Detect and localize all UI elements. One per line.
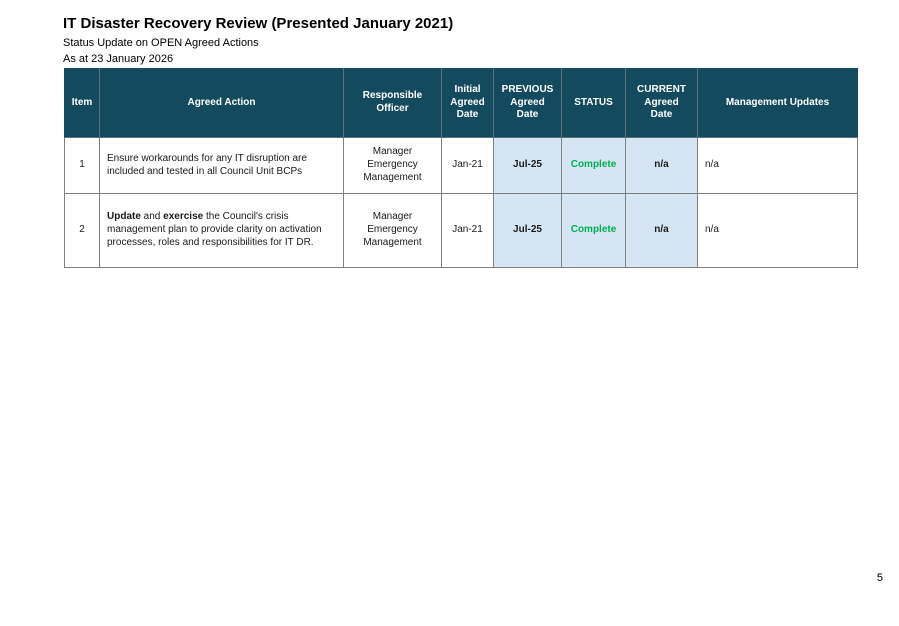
cell-previous-agreed-date: Jul-25: [493, 193, 562, 268]
column-header-status: STATUS: [561, 68, 626, 138]
cell-current-agreed-date: n/a: [625, 137, 698, 194]
table-row: 1 Ensure workarounds for any IT disrupti…: [64, 137, 858, 194]
table-header-row: Item Agreed Action Responsible Officer I…: [64, 68, 858, 138]
subtitle-status-update: Status Update on OPEN Agreed Actions: [63, 36, 259, 49]
cell-status: Complete: [561, 193, 626, 268]
column-header-initial-agreed-date: Initial Agreed Date: [441, 68, 494, 138]
agreed-actions-table: Item Agreed Action Responsible Officer I…: [64, 68, 858, 268]
cell-item-number: 1: [64, 137, 100, 194]
cell-management-updates: n/a: [697, 193, 858, 268]
cell-agreed-action: Ensure workarounds for any IT disruption…: [99, 137, 344, 194]
cell-initial-agreed-date: Jan-21: [441, 137, 494, 194]
cell-initial-agreed-date: Jan-21: [441, 193, 494, 268]
document-header: IT Disaster Recovery Review (Presented J…: [63, 14, 843, 67]
cell-item-number: 2: [64, 193, 100, 268]
cell-status: Complete: [561, 137, 626, 194]
cell-current-agreed-date: n/a: [625, 193, 698, 268]
page-number: 5: [876, 572, 883, 584]
cell-responsible-officer: Manager Emergency Management: [343, 193, 442, 268]
column-header-item: Item: [64, 68, 100, 138]
cell-responsible-officer: Manager Emergency Management: [343, 137, 442, 194]
column-header-previous-agreed-date: PREVIOUS Agreed Date: [493, 68, 562, 138]
cell-management-updates: n/a: [697, 137, 858, 194]
cell-agreed-action: Update and exercise the Council's crisis…: [99, 193, 344, 268]
table-header: Item Agreed Action Responsible Officer I…: [64, 68, 858, 138]
column-header-management-updates: Management Updates: [697, 68, 858, 138]
page-title: IT Disaster Recovery Review (Presented J…: [63, 15, 454, 32]
cell-previous-agreed-date: Jul-25: [493, 137, 562, 194]
column-header-responsible-officer: Responsible Officer: [343, 68, 442, 138]
column-header-agreed-action: Agreed Action: [99, 68, 344, 138]
column-header-current-agreed-date: CURRENT Agreed Date: [625, 68, 698, 138]
table-row: 2 Update and exercise the Council's cris…: [64, 193, 858, 268]
subtitle-as-at-date: As at 23 January 2026: [63, 53, 174, 66]
